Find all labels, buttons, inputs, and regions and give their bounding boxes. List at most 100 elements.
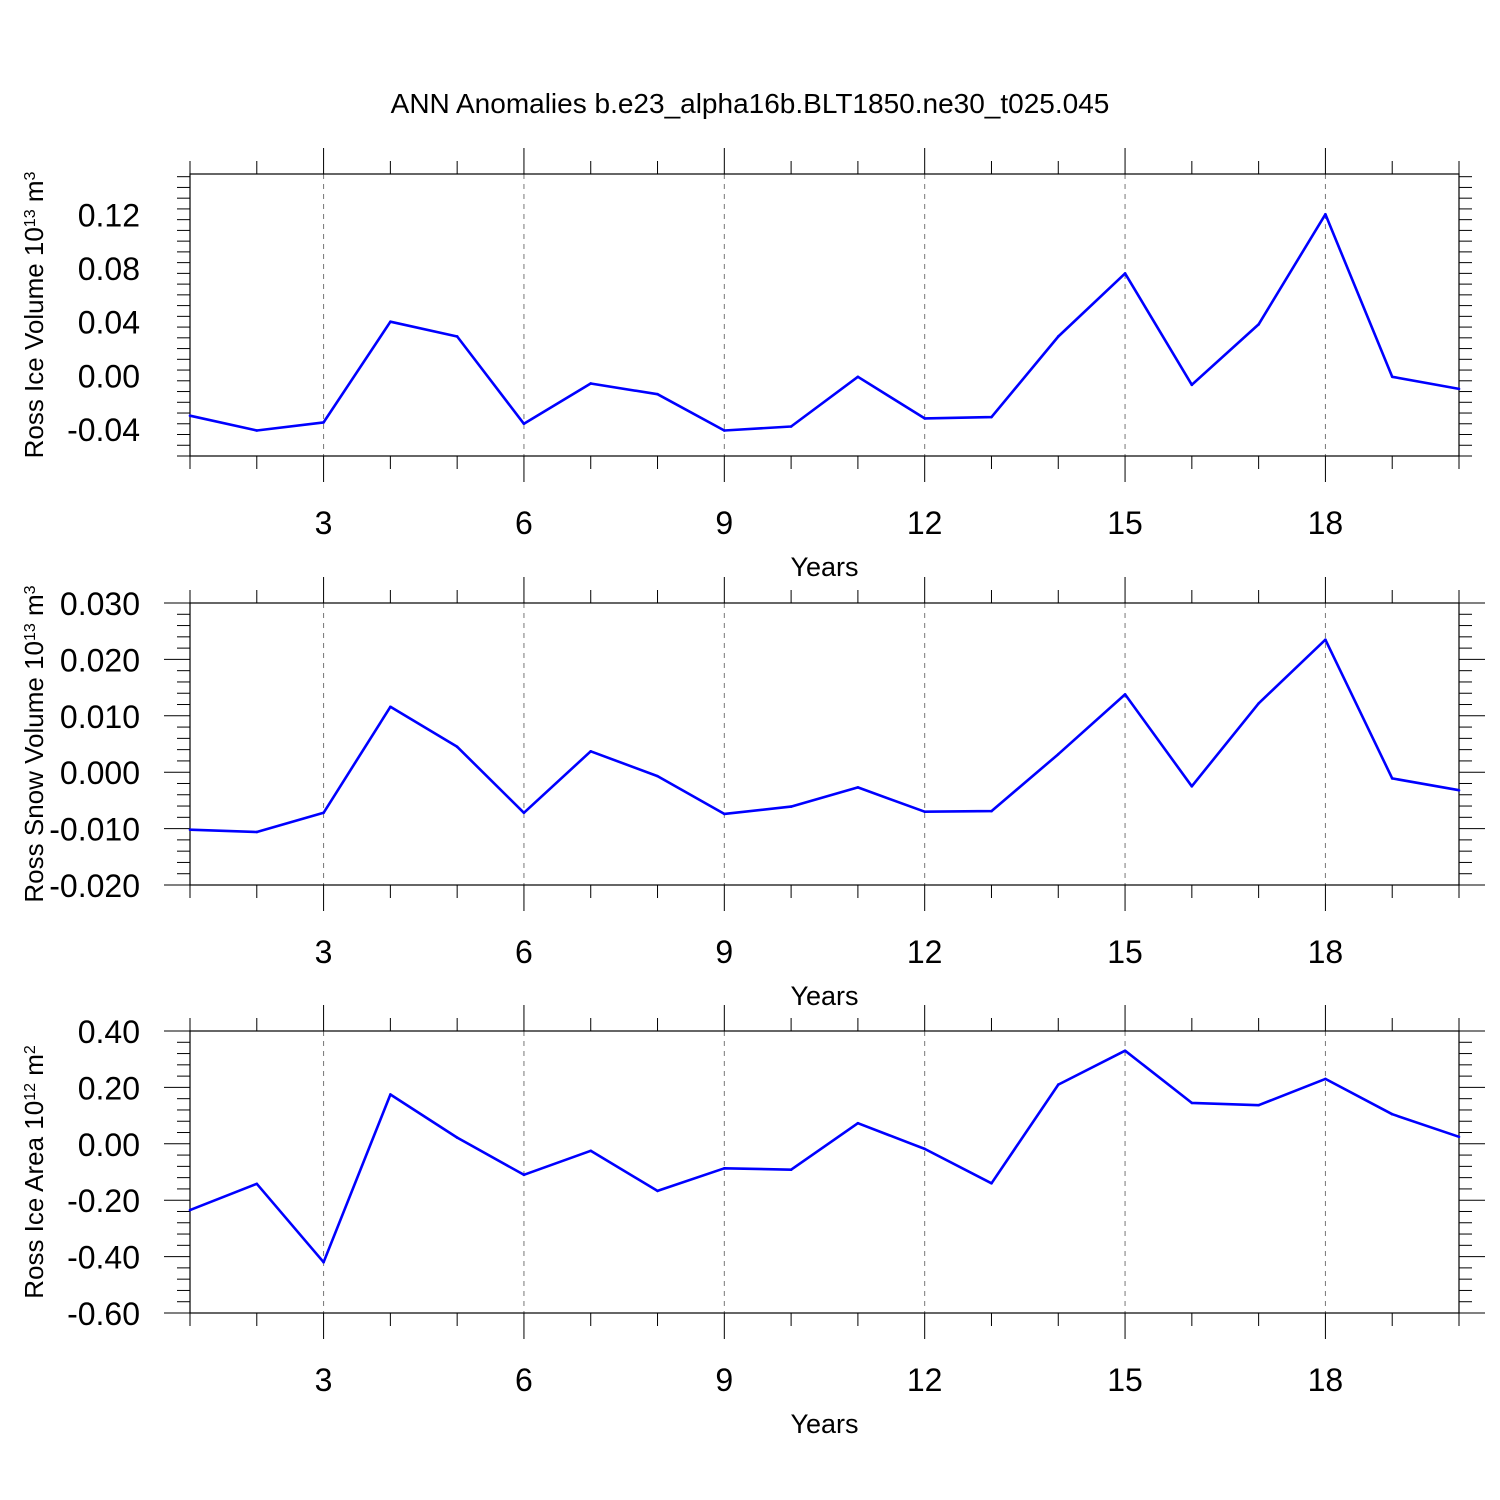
y-axis-label-exponent: 12 <box>22 1083 39 1101</box>
y-tick-label: 0.020 <box>60 642 140 678</box>
x-tick-label: 15 <box>1107 1362 1143 1398</box>
data-point <box>990 1181 993 1185</box>
y-axis-label: Ross Ice Area 1012 m2 <box>19 1045 49 1299</box>
y-axis-label-unit-exponent: 3 <box>22 585 39 594</box>
data-point <box>789 1168 793 1172</box>
figure-title: ANN Anomalies b.e23_alpha16b.BLT1850.ne3… <box>391 88 1110 119</box>
data-point <box>389 1093 392 1096</box>
chart-panel-3: 3 6 9 12 15 18 Years -0.60 -0.40 -0.20 0.00 0.20 0.4… <box>19 1005 1485 1439</box>
data-point <box>589 750 593 753</box>
x-axis-label: Years <box>790 981 858 1011</box>
y-axis-label-unit: m <box>19 180 49 209</box>
y-axis-label-exponent: 13 <box>22 209 39 227</box>
data-point <box>589 1149 593 1153</box>
x-axis-label: Years <box>790 1409 858 1439</box>
y-axis-label-unit: m <box>19 594 49 623</box>
x-tick-label: 9 <box>715 505 733 541</box>
y-tick-label: 0.40 <box>78 1014 140 1050</box>
data-point <box>1390 375 1394 379</box>
y-tick-label: 0.010 <box>60 699 140 735</box>
data-point <box>856 786 860 789</box>
data-point <box>1390 1112 1394 1116</box>
y-tick-label: -0.20 <box>67 1183 140 1219</box>
data-point <box>789 805 793 808</box>
x-tick-label: 6 <box>515 934 533 970</box>
y-tick-label: 0.030 <box>60 586 140 622</box>
y-axis-label: Ross Snow Volume 1013 m3 <box>19 585 49 902</box>
x-tick-label: 3 <box>315 934 333 970</box>
data-point <box>188 828 192 832</box>
data-point <box>255 1182 259 1186</box>
data-point <box>255 429 259 432</box>
y-tick-label: 0.00 <box>78 1127 140 1163</box>
data-point <box>522 1173 526 1177</box>
data-point <box>589 382 593 385</box>
y-tick-label: 0.04 <box>78 305 140 341</box>
plot-frame <box>189 1030 1460 1314</box>
x-tick-label: 15 <box>1107 934 1143 970</box>
x-tick-label: 6 <box>515 505 533 541</box>
y-tick-label: 0.00 <box>78 358 140 394</box>
x-tick-label: 18 <box>1308 505 1344 541</box>
data-point <box>322 421 325 424</box>
x-tick-label: 12 <box>907 1362 943 1398</box>
series-line <box>189 213 1460 432</box>
y-axis-label-unit-exponent: 2 <box>22 1045 39 1054</box>
data-point <box>1257 323 1260 326</box>
series-line <box>189 1049 1460 1264</box>
data-point <box>1190 1101 1194 1105</box>
data-point <box>656 392 659 396</box>
data-point <box>455 1136 459 1139</box>
data-point <box>723 429 726 432</box>
data-point <box>322 1260 325 1264</box>
x-tick-label: 18 <box>1308 1362 1344 1398</box>
y-tick-label: -0.010 <box>49 812 140 848</box>
data-point <box>1457 387 1461 391</box>
y-axis-label-text: Ross Snow Volume 10 <box>19 641 49 903</box>
x-tick-label: 18 <box>1308 934 1344 970</box>
data-point <box>188 414 192 418</box>
y-tick-label: 0.08 <box>78 251 140 287</box>
data-point <box>389 705 392 709</box>
data-point <box>1056 752 1060 756</box>
y-tick-label: -0.020 <box>49 868 140 904</box>
x-tick-label: 6 <box>515 1362 533 1398</box>
data-point <box>1257 702 1260 705</box>
plot-frame <box>189 602 1460 886</box>
data-point <box>1457 1135 1461 1139</box>
y-axis-label-unit: m <box>19 1054 49 1083</box>
chart-panels: 3 6 9 12 15 18 Years -0.04 0.00 0.04 0.08 0.12 Ross … <box>19 148 1485 1439</box>
x-tick-label: 15 <box>1107 505 1143 541</box>
data-point <box>1056 1083 1060 1086</box>
data-point <box>522 422 526 426</box>
y-tick-label: 0.12 <box>78 197 140 233</box>
data-point <box>322 811 325 815</box>
chart-panel-1: 3 6 9 12 15 18 Years -0.04 0.00 0.04 0.08 0.12 Ross … <box>19 148 1472 582</box>
data-point <box>856 1121 860 1125</box>
x-axis-label: Years <box>790 552 858 582</box>
data-point <box>1457 788 1461 792</box>
data-point <box>656 1189 659 1193</box>
data-point <box>1257 1103 1260 1107</box>
data-point <box>723 1167 726 1170</box>
data-point <box>1123 1049 1127 1053</box>
chart-panel-2: 3 6 9 12 15 18 Years -0.020 -0.010 0.000 0.010 0.02… <box>19 577 1485 1011</box>
y-axis-label: Ross Ice Volume 1013 m3 <box>19 171 49 458</box>
y-axis-label-text: Ross Ice Volume 10 <box>19 227 49 458</box>
x-tick-label: 9 <box>715 1362 733 1398</box>
series-line <box>189 638 1460 834</box>
data-point <box>856 375 860 379</box>
data-point <box>255 830 259 834</box>
data-point <box>1190 383 1194 387</box>
data-point <box>1324 1077 1327 1081</box>
data-point <box>1123 272 1127 275</box>
y-tick-label: 0.20 <box>78 1070 140 1106</box>
data-point <box>389 320 392 324</box>
data-point <box>789 425 793 428</box>
x-tick-label: 12 <box>907 505 943 541</box>
data-point <box>723 812 726 816</box>
y-axis-label-unit-exponent: 3 <box>22 171 39 180</box>
data-point <box>522 811 526 815</box>
